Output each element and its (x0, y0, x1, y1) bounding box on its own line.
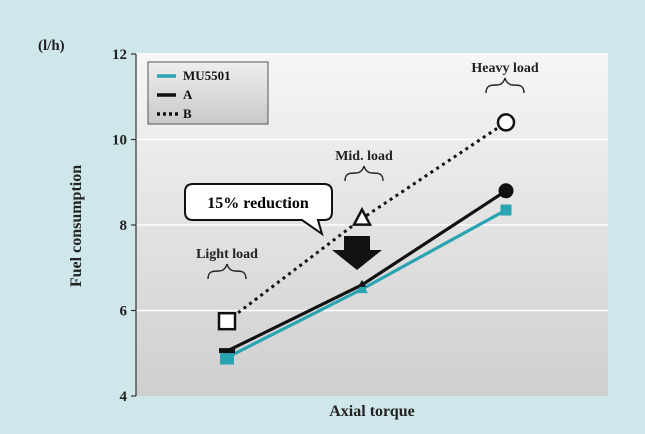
callout-text: 15% reduction (207, 195, 309, 212)
legend-box (147, 61, 269, 125)
annotation-label: Light load (196, 247, 258, 262)
annotation-label: Heavy load (471, 61, 538, 76)
legend-item-b: B (157, 106, 192, 121)
legend-item-mu5501: MU5501 (157, 68, 231, 83)
y-axis-title: Fuel consumption (68, 165, 85, 287)
y-tick-label: 12 (112, 47, 127, 63)
y-tick-label: 10 (112, 133, 127, 149)
annotation-brace (207, 263, 247, 280)
legend-label: MU5501 (183, 68, 231, 83)
data-point-b (351, 206, 373, 226)
data-point-a (219, 348, 235, 354)
legend-label: B (183, 106, 192, 121)
legend: MU5501 A B (147, 61, 269, 125)
legend-item-a: A (157, 87, 193, 102)
y-tick-label: 6 (120, 304, 128, 320)
data-point-b (496, 113, 516, 132)
legend-label: A (183, 87, 193, 102)
annotation-label: Mid. load (335, 149, 393, 164)
data-point-b (217, 311, 237, 331)
annotation-brace (344, 165, 384, 182)
annotation-heavy-load: Heavy load (471, 61, 539, 94)
data-point-mu5501 (220, 350, 234, 365)
series-markers (217, 113, 516, 365)
grid-lines (136, 53, 608, 312)
y-axis-ticks: 4 6 8 10 12 (112, 47, 136, 405)
data-point-a (498, 183, 514, 199)
x-axis-title: Axial torque (329, 403, 414, 420)
data-point-mu5501 (356, 283, 368, 294)
y-tick-label: 4 (120, 389, 128, 405)
annotation-brace (485, 77, 525, 94)
down-arrow-icon (332, 236, 382, 270)
callout-bubble (184, 183, 333, 237)
y-tick-label: 8 (120, 218, 128, 234)
annotation-mid-load: Mid. load (335, 149, 393, 182)
annotation-light-load: Light load (196, 247, 258, 280)
reduction-callout: 15% reduction (184, 183, 333, 237)
data-point-mu5501 (500, 204, 512, 216)
y-unit-label: (l/h) (38, 38, 65, 54)
data-point-a (358, 279, 366, 287)
